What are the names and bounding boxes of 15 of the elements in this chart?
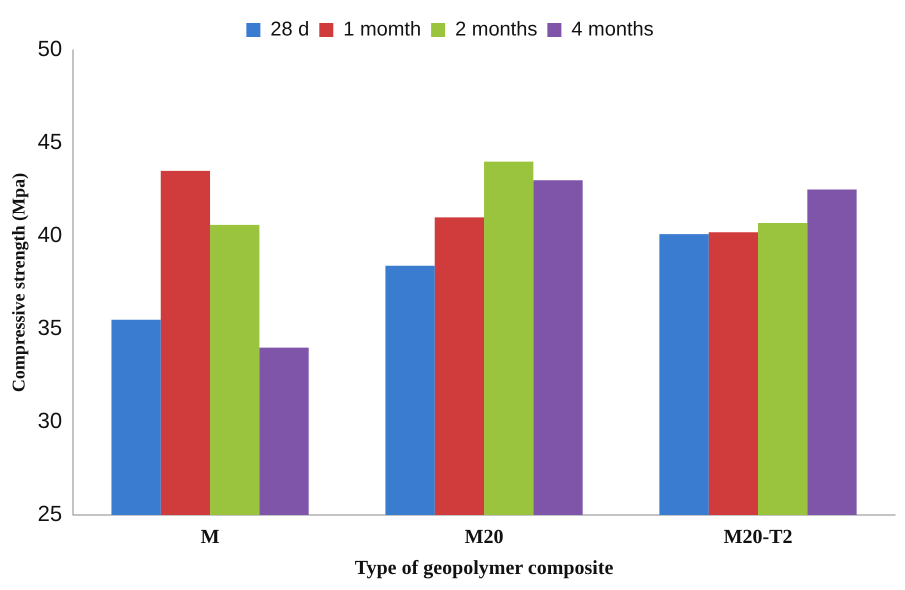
y-tick-label: 25 — [38, 501, 62, 526]
legend-label: 28 d — [270, 18, 310, 41]
legend-label: 2 months — [455, 18, 538, 41]
legend-label: 4 months — [571, 18, 654, 41]
x-tick-label: M20-T2 — [724, 526, 792, 548]
x-tick-label: M20 — [464, 526, 504, 548]
x-tick-label: M — [200, 526, 220, 548]
y-tick-label: 30 — [38, 408, 62, 434]
y-tick-label: 40 — [38, 222, 62, 248]
y-tick-label: 35 — [38, 315, 62, 340]
y-tick-label: 50 — [38, 36, 62, 62]
x-axis-title: Type of geopolymer composite — [354, 557, 614, 580]
legend-label: 1 momth — [343, 18, 422, 41]
y-tick-label: 45 — [38, 129, 62, 154]
y-axis-title: Compressive strength (Mpa) — [8, 172, 28, 392]
